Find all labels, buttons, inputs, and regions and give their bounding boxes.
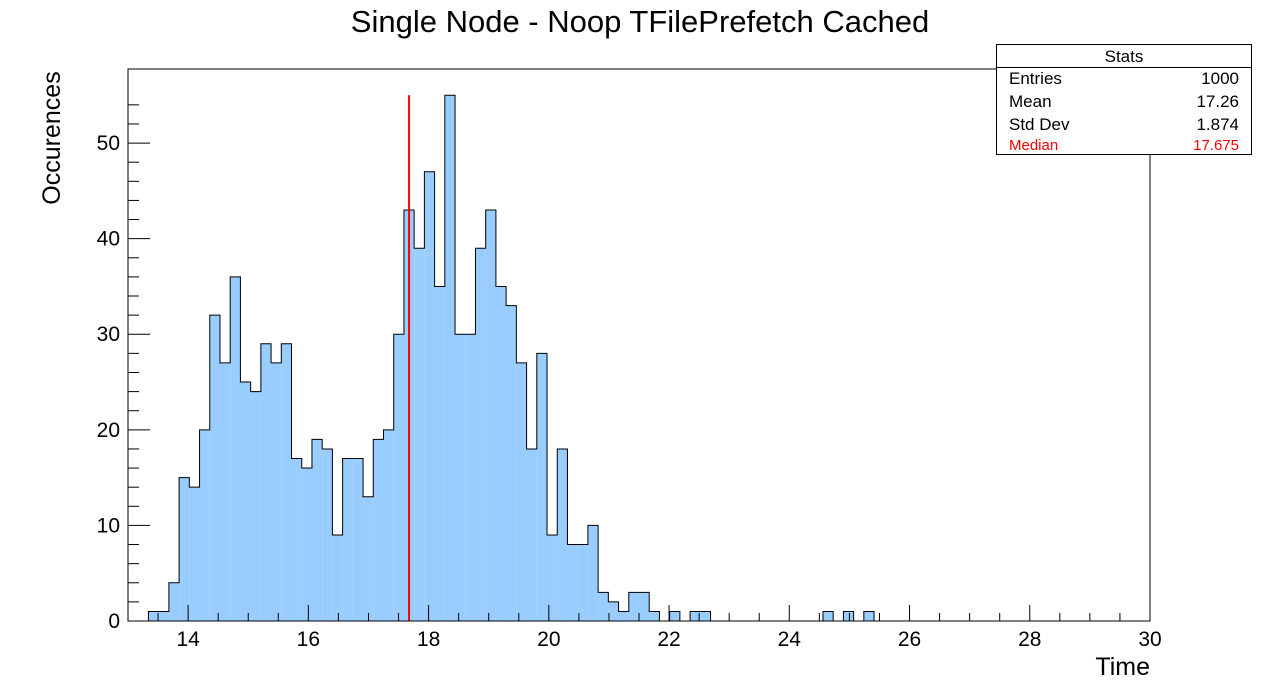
y-tick-label: 40: [97, 228, 120, 251]
histogram-bar: [168, 582, 180, 621]
histogram-bar: [628, 592, 639, 621]
histogram-bar: [863, 611, 875, 621]
x-tick-label: 14: [176, 628, 200, 651]
histogram-bar: [414, 248, 425, 621]
histogram-bar: [424, 171, 435, 621]
histogram-bar: [393, 334, 404, 621]
histogram-bar: [536, 353, 548, 621]
stats-value: 1000: [1201, 69, 1239, 88]
y-axis: 0 10 20 30 40 50: [97, 104, 150, 633]
histogram-bar: [526, 448, 537, 621]
histogram-bar: [444, 95, 456, 622]
histogram-bar: [250, 391, 261, 621]
histogram-bar: [843, 611, 854, 621]
histogram-bar: [516, 362, 527, 621]
histogram-bar: [158, 611, 169, 621]
y-tick-label: 30: [97, 323, 120, 346]
y-tick-label: 10: [97, 514, 120, 537]
histogram-bar: [465, 334, 476, 621]
histogram-bar: [322, 448, 333, 621]
x-tick-label: 30: [1138, 628, 1161, 651]
histogram-bar: [506, 305, 517, 621]
histogram-bar: [240, 382, 251, 621]
histogram-bar: [373, 439, 384, 621]
histogram-bar: [271, 362, 282, 621]
y-tick-label: 50: [97, 132, 120, 155]
histogram-bar: [301, 468, 312, 621]
x-tick-label: 20: [537, 628, 560, 651]
histogram-bar: [179, 477, 190, 621]
histogram-bar: [547, 534, 558, 621]
histogram-bar: [363, 496, 374, 621]
histogram-bar: [587, 525, 599, 621]
chart-title: Single Node - Noop TFilePrefetch Cached: [351, 4, 929, 39]
histogram-bar: [199, 429, 210, 621]
histogram-bar: [639, 592, 650, 621]
histogram-bar: [209, 315, 220, 621]
stats-label: Std Dev: [1009, 115, 1070, 134]
histogram-bar: [189, 487, 200, 621]
x-axis-label: Time: [1095, 653, 1150, 681]
histogram-bar: [618, 611, 629, 621]
histogram-bar: [598, 592, 609, 621]
histogram-bar: [230, 276, 241, 621]
x-tick-label: 18: [417, 628, 440, 651]
histogram-bar: [383, 429, 394, 621]
x-tick-label: 16: [297, 628, 320, 651]
stats-label: Median: [1009, 137, 1059, 154]
histogram-bar: [455, 334, 466, 621]
stats-label: Mean: [1009, 92, 1052, 111]
histogram-bar: [577, 544, 588, 621]
x-axis: 14 16 18 20 22 24 26 28 30: [127, 605, 1162, 651]
y-axis-label: Occurences: [38, 71, 66, 204]
stats-value: 17.26: [1196, 92, 1239, 111]
histogram-bar: [495, 286, 507, 621]
histogram-bar: [649, 611, 660, 621]
histogram-bar: [311, 439, 323, 621]
x-tick-label: 24: [778, 628, 802, 651]
stats-value: 1.874: [1196, 115, 1239, 134]
stats-box: Stats Entries 1000 Mean 17.26 Std Dev 1.…: [996, 44, 1252, 155]
histogram-bar: [148, 611, 159, 621]
x-tick-label: 22: [657, 628, 680, 651]
histogram-bar: [475, 248, 486, 621]
histogram-bar: [332, 534, 343, 621]
stats-value: 17.675: [1193, 137, 1239, 154]
histogram-bar: [690, 611, 701, 621]
histogram-bar: [434, 286, 445, 621]
histogram-bar: [822, 611, 834, 621]
stats-label: Entries: [1009, 69, 1062, 88]
histogram-bar: [485, 209, 496, 622]
histogram-bar: [219, 362, 231, 621]
histogram-bar: [342, 458, 353, 621]
y-tick-label: 0: [108, 610, 120, 633]
y-tick-label: 20: [97, 419, 120, 442]
histogram-bar: [567, 544, 578, 621]
histogram-bar: [260, 343, 272, 621]
histogram-bar: [700, 611, 711, 621]
histogram-bars: [147, 94, 885, 622]
histogram-bar: [669, 611, 680, 621]
histogram-bar: [291, 458, 302, 621]
histogram-bar: [281, 343, 292, 621]
histogram-bar: [608, 601, 619, 621]
x-tick-label: 26: [898, 628, 921, 651]
stats-title: Stats: [997, 45, 1251, 68]
x-tick-label: 28: [1018, 628, 1041, 651]
histogram-bar: [557, 448, 568, 621]
histogram-bar: [352, 458, 364, 621]
